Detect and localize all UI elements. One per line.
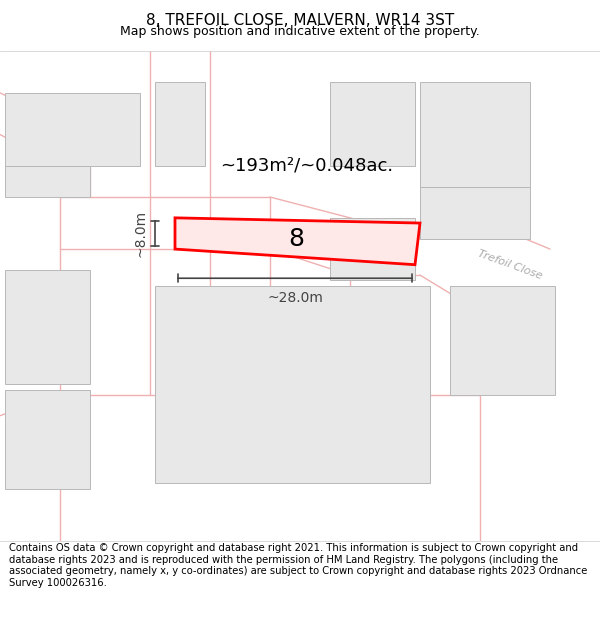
Polygon shape xyxy=(330,218,415,281)
Text: 8, TREFOIL CLOSE, MALVERN, WR14 3ST: 8, TREFOIL CLOSE, MALVERN, WR14 3ST xyxy=(146,12,454,28)
Text: 8: 8 xyxy=(288,227,304,251)
Polygon shape xyxy=(450,286,555,395)
Polygon shape xyxy=(155,286,430,483)
Text: ~8.0m: ~8.0m xyxy=(133,210,147,257)
Polygon shape xyxy=(155,82,205,166)
Polygon shape xyxy=(330,82,415,166)
Polygon shape xyxy=(175,218,420,265)
Polygon shape xyxy=(5,166,90,197)
Text: ~193m²/~0.048ac.: ~193m²/~0.048ac. xyxy=(220,157,393,175)
Text: ~28.0m: ~28.0m xyxy=(267,291,323,305)
Polygon shape xyxy=(420,187,530,239)
Polygon shape xyxy=(5,270,90,384)
Text: Contains OS data © Crown copyright and database right 2021. This information is : Contains OS data © Crown copyright and d… xyxy=(9,543,587,588)
Polygon shape xyxy=(5,93,140,166)
Polygon shape xyxy=(420,82,530,187)
Text: Map shows position and indicative extent of the property.: Map shows position and indicative extent… xyxy=(120,26,480,39)
Polygon shape xyxy=(5,389,90,489)
Text: Trefoil Close: Trefoil Close xyxy=(476,248,544,281)
